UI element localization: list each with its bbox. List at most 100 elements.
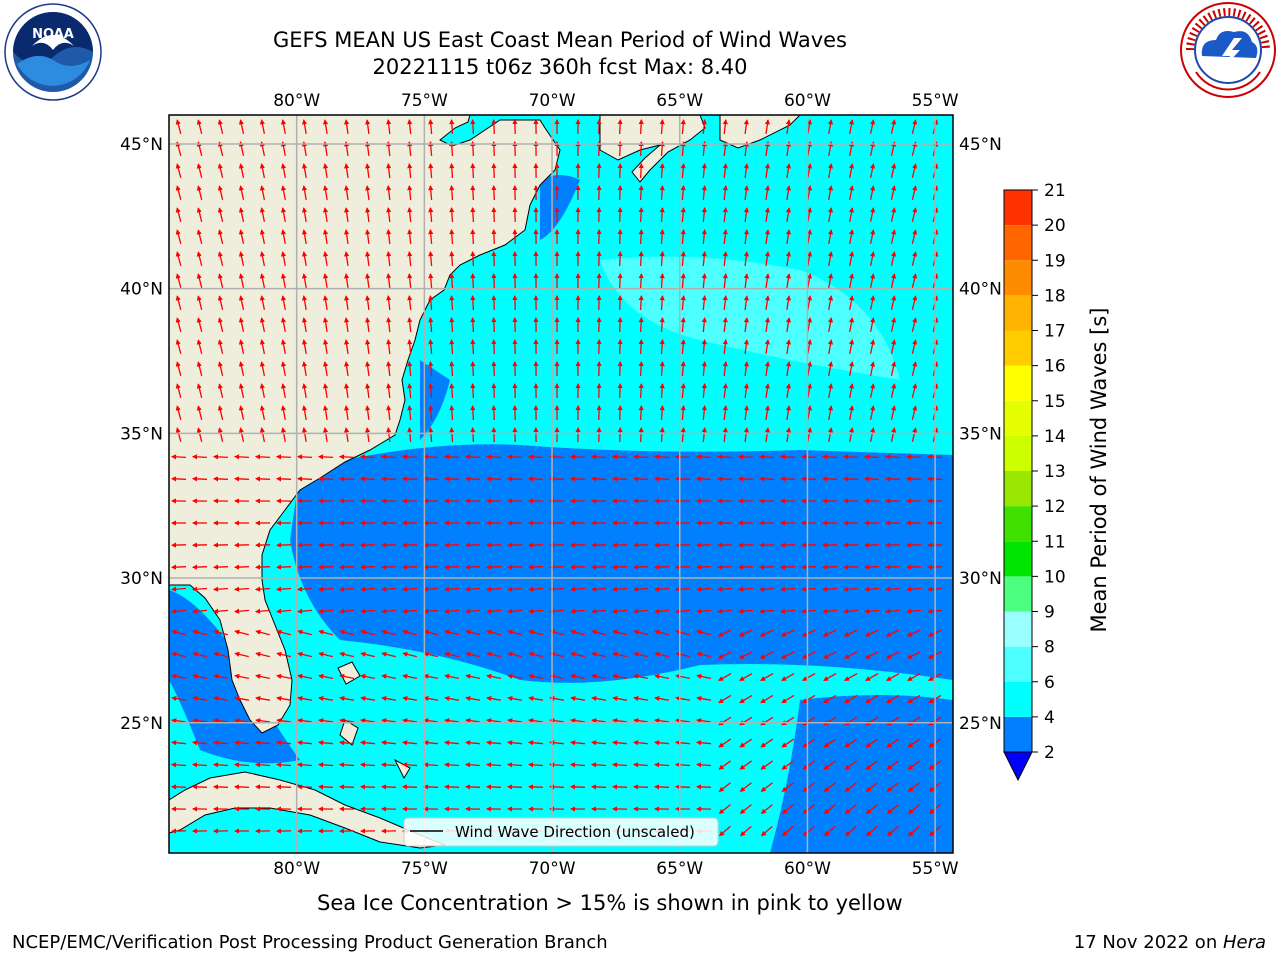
wave-direction-arrow [506, 608, 523, 614]
wave-direction-arrow [259, 273, 266, 289]
wave-direction-arrow [617, 404, 623, 421]
wave-direction-arrow [785, 383, 792, 399]
wave-direction-arrow [213, 695, 229, 702]
wave-direction-arrow [911, 317, 918, 332]
wave-direction-arrow [884, 586, 901, 592]
wave-direction-arrow [407, 272, 413, 289]
wave-direction-arrow [800, 454, 817, 460]
wave-direction-arrow [491, 338, 497, 355]
wave-direction-arrow [590, 762, 607, 768]
wave-direction-arrow [470, 162, 476, 179]
wave-direction-arrow [444, 695, 460, 702]
wave-direction-arrow [423, 629, 438, 636]
wave-direction-arrow [527, 762, 544, 768]
wave-direction-arrow [848, 295, 855, 311]
wave-direction-arrow [590, 784, 607, 790]
wave-direction-arrow [617, 184, 623, 201]
wave-direction-arrow [464, 762, 481, 768]
wave-direction-arrow [527, 608, 544, 614]
wave-direction-arrow [843, 629, 858, 637]
wave-direction-arrow [365, 251, 371, 266]
map-area [169, 115, 953, 853]
band-mid-north [600, 256, 900, 380]
colorbar-segment [1004, 190, 1032, 226]
wave-direction-arrow [569, 762, 586, 768]
wave-direction-arrow [718, 782, 731, 792]
wave-direction-arrow [638, 294, 644, 311]
wave-direction-arrow [701, 316, 707, 333]
wave-direction-arrow [428, 206, 434, 223]
wave-direction-arrow [674, 564, 691, 570]
wave-direction-arrow [827, 163, 834, 179]
wave-direction-arrow [196, 361, 203, 376]
wave-direction-arrow [506, 564, 523, 570]
wave-direction-arrow [322, 339, 329, 355]
wave-direction-arrow [192, 695, 208, 702]
wave-direction-arrow [701, 184, 707, 201]
wave-direction-arrow [170, 476, 187, 482]
wave-direction-arrow [843, 673, 858, 681]
wave-direction-arrow [486, 629, 501, 636]
wave-direction-arrow [569, 740, 586, 746]
footer-date: 17 Nov 2022 on Hera [1074, 932, 1266, 953]
wave-direction-arrow [254, 476, 271, 482]
wave-direction-arrow [485, 476, 502, 482]
wave-direction-arrow [617, 250, 623, 267]
wave-direction-arrow [234, 629, 249, 636]
wave-direction-arrow [407, 206, 413, 223]
wave-direction-arrow [827, 295, 834, 311]
wave-direction-arrow [739, 760, 753, 770]
wave-direction-arrow [821, 564, 838, 570]
wave-direction-arrow [407, 118, 413, 135]
band-dark-central [290, 444, 953, 683]
wave-direction-arrow [276, 695, 292, 702]
wave-direction-arrow [886, 694, 900, 704]
wave-direction-arrow [217, 119, 224, 134]
lon-tick-bottom: 65°W [656, 859, 703, 879]
wave-direction-arrow [317, 608, 334, 614]
wave-direction-arrow [827, 273, 834, 289]
colorbar-tick-label: 15 [1044, 392, 1066, 412]
wave-direction-arrow [422, 586, 439, 592]
wave-direction-arrow [280, 383, 287, 399]
wave-direction-arrow [659, 426, 665, 443]
wave-direction-arrow [175, 163, 182, 178]
wave-direction-arrow [823, 804, 836, 815]
wave-direction-arrow [386, 294, 392, 311]
wave-direction-arrow [296, 762, 313, 768]
wave-direction-arrow [785, 185, 792, 201]
wind-wave-direction-arrows [170, 118, 943, 837]
colorbar-tick-label: 9 [1044, 603, 1055, 623]
wave-direction-arrow [823, 738, 837, 748]
wave-direction-arrow [233, 476, 250, 482]
wave-direction-arrow [380, 740, 397, 746]
wave-direction-arrow [443, 740, 460, 746]
wave-direction-arrow [743, 119, 749, 134]
wave-direction-arrow [443, 564, 460, 570]
wave-direction-arrow [722, 426, 728, 443]
wave-direction-arrow [827, 119, 834, 135]
wave-direction-arrow [638, 250, 644, 267]
wave-direction-arrow [338, 476, 355, 482]
wave-direction-arrow [680, 272, 686, 289]
wave-direction-arrow [590, 586, 607, 592]
wave-direction-arrow [911, 405, 918, 420]
wave-direction-arrow [449, 272, 455, 289]
wave-direction-arrow [443, 586, 460, 592]
wave-direction-arrow [322, 295, 329, 311]
wave-direction-arrow [737, 476, 754, 482]
colorbar-tick-label: 19 [1044, 251, 1066, 271]
wave-direction-arrow [170, 564, 187, 570]
wave-direction-arrow [827, 251, 834, 267]
wave-direction-arrow [297, 629, 312, 636]
lat-tick-right: 45°N [959, 135, 1002, 155]
wave-direction-arrow [654, 718, 669, 724]
colorbar-segment [1004, 400, 1032, 436]
wave-direction-arrow [275, 608, 292, 614]
wave-direction-arrow [617, 360, 623, 377]
wave-direction-arrow [632, 740, 649, 746]
wave-direction-arrow [612, 673, 628, 680]
wave-direction-arrow [785, 251, 792, 267]
wave-direction-arrow [275, 740, 292, 746]
wave-direction-arrow [280, 229, 287, 245]
